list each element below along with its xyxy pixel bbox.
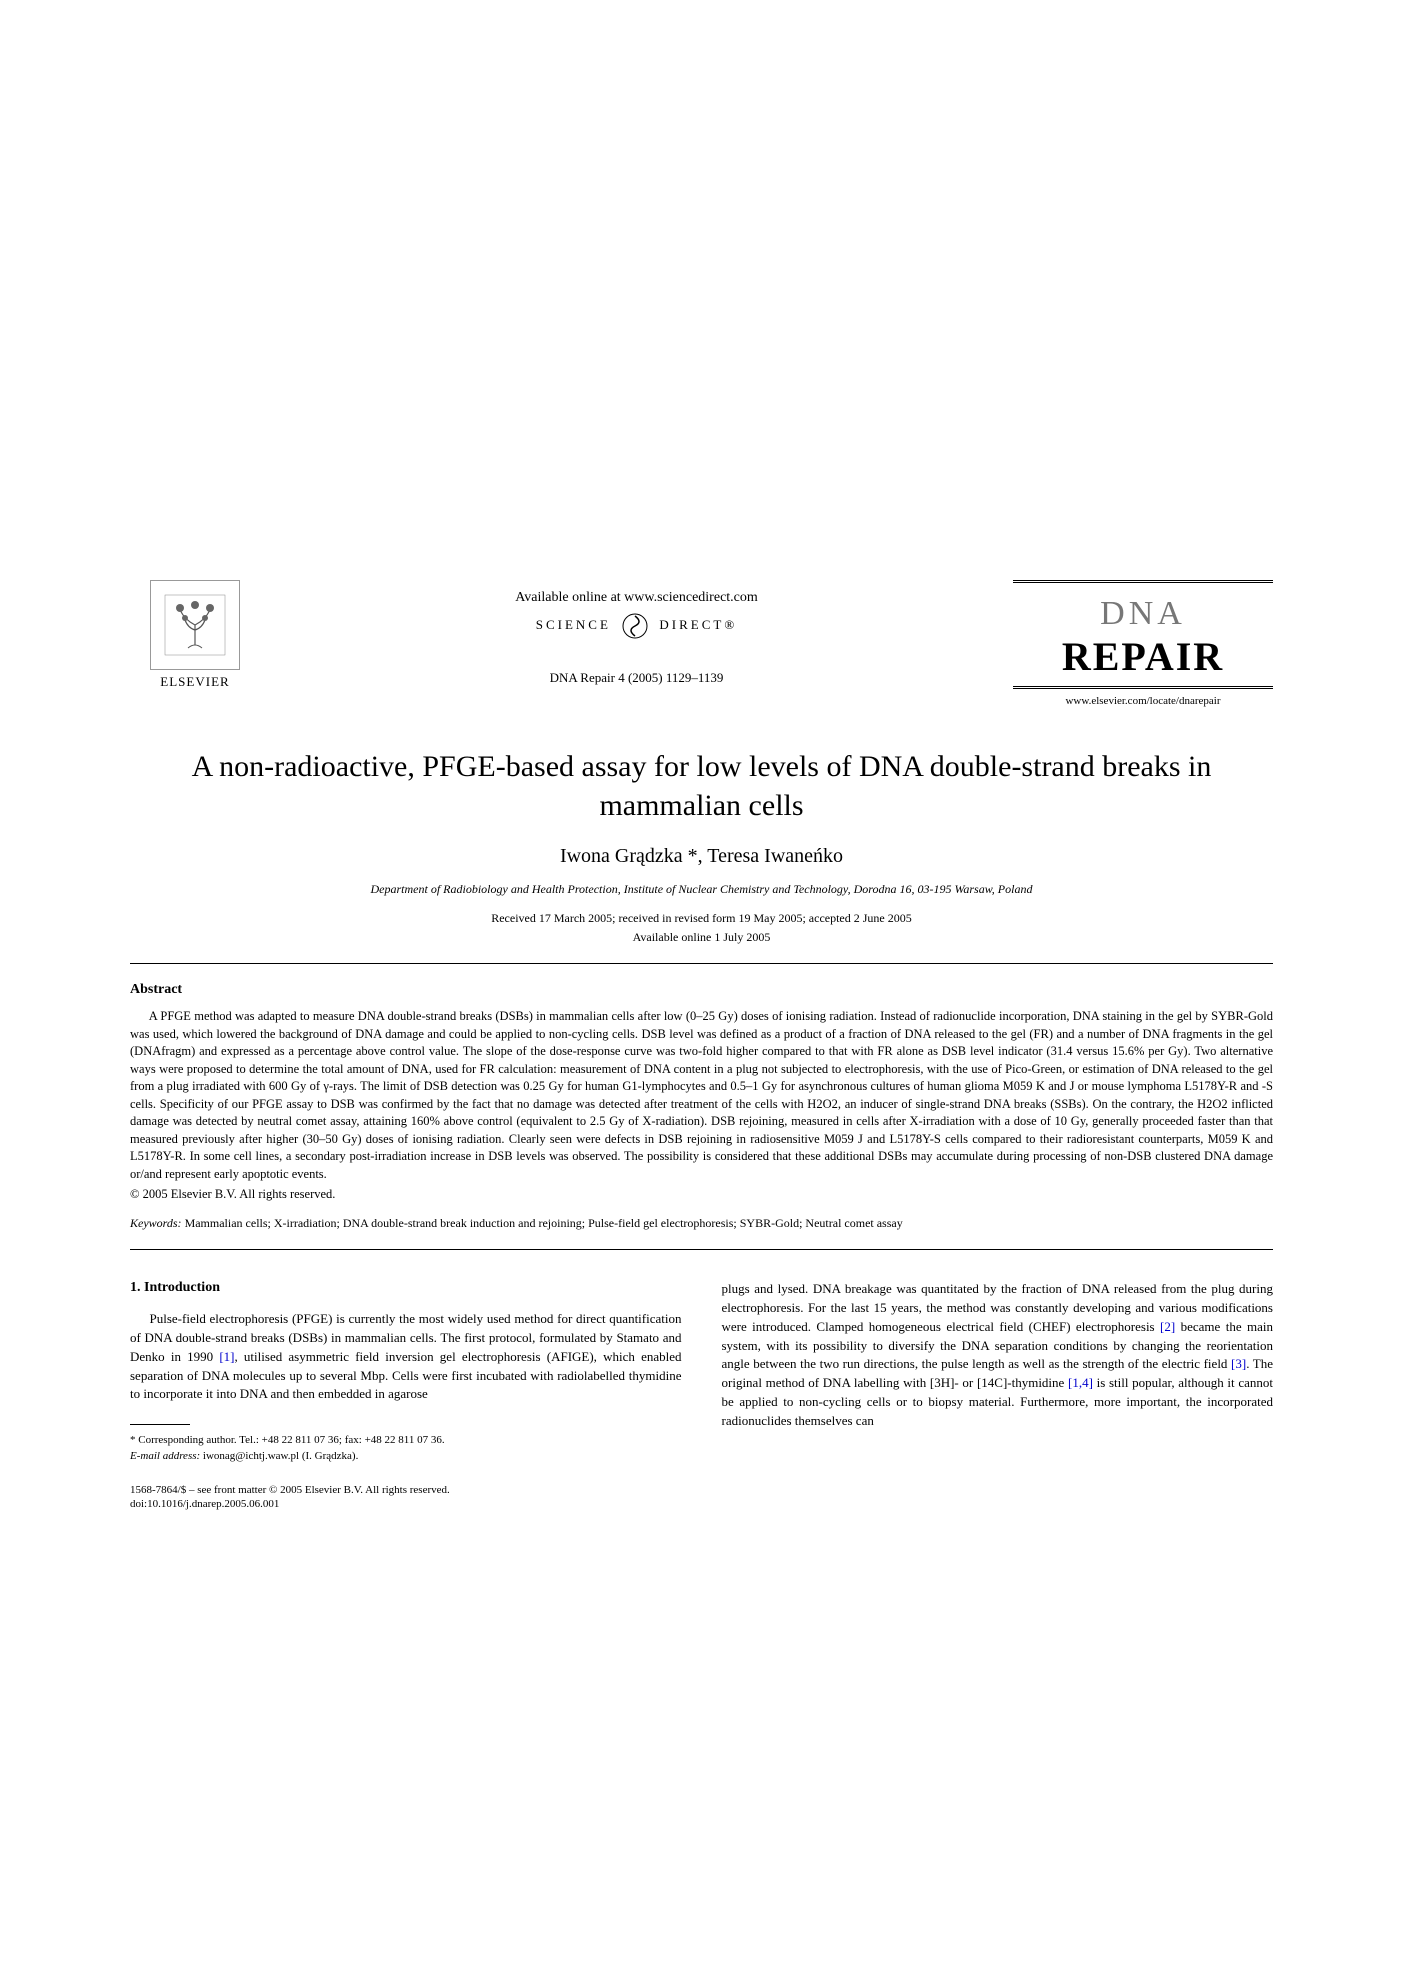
publisher-name: ELSEVIER xyxy=(160,674,229,690)
column-right: plugs and lysed. DNA breakage was quanti… xyxy=(722,1280,1274,1510)
article-title: A non-radioactive, PFGE-based assay for … xyxy=(190,747,1213,825)
journal-name-line1: DNA xyxy=(1013,595,1273,633)
email-label: E-mail address: xyxy=(130,1450,200,1462)
publisher-block: ELSEVIER xyxy=(130,580,260,690)
ref-link-2[interactable]: [2] xyxy=(1160,1319,1175,1334)
column-left: 1. Introduction Pulse-field electrophore… xyxy=(130,1280,682,1510)
abstract-body: A PFGE method was adapted to measure DNA… xyxy=(130,1008,1273,1183)
sciencedirect-logo: SCIENCE DIRECT® xyxy=(260,612,1013,640)
email-address: iwonag@ichtj.waw.pl (I. Grądzka). xyxy=(200,1450,358,1462)
divider xyxy=(130,1249,1273,1250)
publication-header: ELSEVIER Available online at www.science… xyxy=(130,580,1273,707)
available-online-text: Available online at www.sciencedirect.co… xyxy=(260,590,1013,606)
online-date: Available online 1 July 2005 xyxy=(130,930,1273,945)
keywords-text: Mammalian cells; X-irradiation; DNA doub… xyxy=(182,1216,903,1230)
abstract-heading: Abstract xyxy=(130,982,1273,998)
body-columns: 1. Introduction Pulse-field electrophore… xyxy=(130,1280,1273,1510)
ref-link-3[interactable]: [3] xyxy=(1231,1356,1246,1371)
email-footnote: E-mail address: iwonag@ichtj.waw.pl (I. … xyxy=(130,1449,682,1464)
corresponding-author-footnote: * Corresponding author. Tel.: +48 22 811… xyxy=(130,1433,682,1448)
ref-link-1-4[interactable]: [1,4] xyxy=(1068,1375,1093,1390)
header-center: Available online at www.sciencedirect.co… xyxy=(260,580,1013,686)
journal-brand-block: DNA REPAIR www.elsevier.com/locate/dnare… xyxy=(1013,580,1273,707)
keywords-label: Keywords: xyxy=(130,1216,182,1230)
affiliation: Department of Radiobiology and Health Pr… xyxy=(130,882,1273,897)
issn-line: 1568-7864/$ – see front matter © 2005 El… xyxy=(130,1484,682,1496)
intro-paragraph-1: Pulse-field electrophoresis (PFGE) is cu… xyxy=(130,1310,682,1404)
footnote-separator xyxy=(130,1424,190,1425)
sd-right: DIRECT® xyxy=(659,617,737,632)
keywords-line: Keywords: Mammalian cells; X-irradiation… xyxy=(130,1216,1273,1231)
journal-reference: DNA Repair 4 (2005) 1129–1139 xyxy=(260,670,1013,686)
authors: Iwona Grądzka *, Teresa Iwaneńko xyxy=(130,845,1273,868)
sd-left: SCIENCE xyxy=(536,617,611,632)
elsevier-tree-icon xyxy=(150,580,240,670)
divider xyxy=(130,963,1273,964)
abstract-copyright: © 2005 Elsevier B.V. All rights reserved… xyxy=(130,1187,1273,1202)
journal-title-box: DNA REPAIR xyxy=(1013,580,1273,689)
journal-name-line2: REPAIR xyxy=(1013,633,1273,689)
doi-line: doi:10.1016/j.dnarep.2005.06.001 xyxy=(130,1498,682,1510)
ref-link-1[interactable]: [1] xyxy=(219,1349,234,1364)
intro-paragraph-1-cont: plugs and lysed. DNA breakage was quanti… xyxy=(722,1280,1274,1431)
journal-url: www.elsevier.com/locate/dnarepair xyxy=(1013,695,1273,707)
sd-swirl-icon xyxy=(621,612,649,640)
introduction-heading: 1. Introduction xyxy=(130,1280,682,1296)
received-dates: Received 17 March 2005; received in revi… xyxy=(130,911,1273,926)
